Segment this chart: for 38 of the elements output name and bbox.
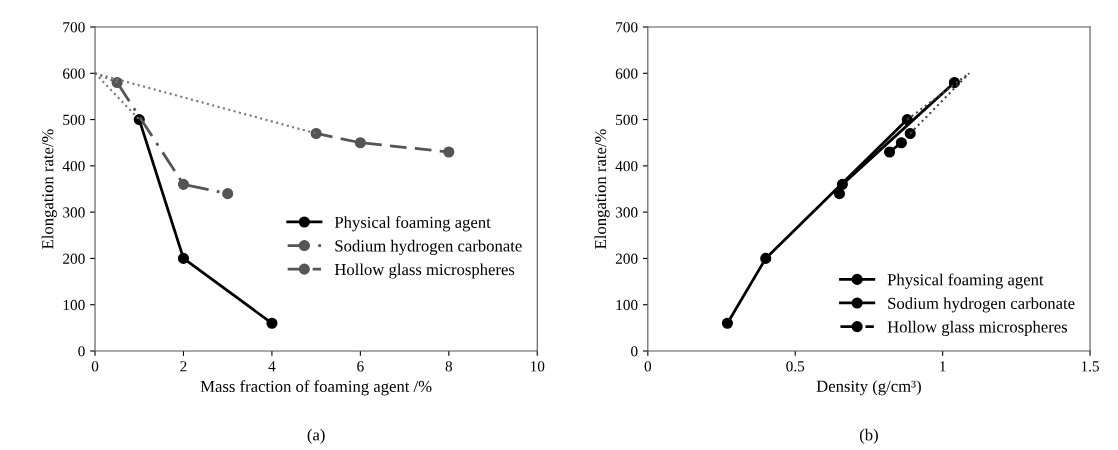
x-tick-label: 0 <box>644 361 652 372</box>
y-tick-label: 600 <box>63 68 85 79</box>
x-tick-label: 6 <box>357 361 364 372</box>
y-tick-label: 100 <box>63 299 85 311</box>
x-tick-label: 2 <box>180 361 187 372</box>
legend-label: Sodium hydrogen carbonate <box>335 239 522 255</box>
x-tick-label: 0 <box>91 361 99 372</box>
y-tick-label: 0 <box>631 346 638 357</box>
y-tick-label: 500 <box>616 114 638 126</box>
y-tick-label: 700 <box>616 22 638 33</box>
y-tick-label: 0 <box>78 346 85 357</box>
y-tick-label: 500 <box>63 114 85 126</box>
x-axis-title: Mass fraction of foaming agent /% <box>200 380 432 396</box>
y-tick-label: 300 <box>615 207 638 218</box>
legend-label: Physical foaming agent <box>887 273 1044 289</box>
y-tick-label: 200 <box>615 253 638 264</box>
x-tick-label: 4 <box>268 361 276 372</box>
y-axis-title: Elongation rate/% <box>594 129 610 249</box>
y-tick-label: 400 <box>62 161 85 172</box>
y-axis-title: Elongation rate/% <box>41 129 57 249</box>
legend-label: Sodium hydrogen carbonate <box>888 297 1075 313</box>
text: (a) <box>307 428 325 444</box>
x-tick-label: 10 <box>530 361 545 372</box>
legend-label: Physical foaming agent <box>334 216 491 232</box>
y-tick-label: 400 <box>615 161 638 172</box>
x-tick-label: 1 <box>940 361 946 372</box>
y-tick-label: 100 <box>616 299 638 311</box>
x-tick-label: 8 <box>445 361 453 372</box>
y-tick-label: 300 <box>63 207 85 218</box>
x-tick-label: 1.5 <box>1081 361 1099 372</box>
y-tick-label: 200 <box>63 253 85 264</box>
legend-label: Hollow glass microspheres <box>887 320 1068 336</box>
y-tick-label: 600 <box>615 68 638 79</box>
x-axis-title: Density (g/cm³) <box>816 380 921 396</box>
x-tick-label: 0.5 <box>786 361 805 372</box>
y-tick-label: 700 <box>63 22 85 33</box>
text: (b) <box>859 428 878 444</box>
legend-label: Hollow glass microspheres <box>334 263 515 279</box>
